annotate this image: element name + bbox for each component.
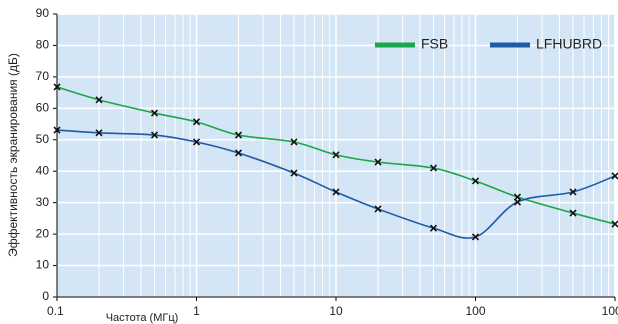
y-axis-label: Эффективность экранирования (дБ) [6, 53, 20, 257]
point-marker [429, 164, 438, 172]
y-tick-label: 50 [36, 132, 50, 146]
y-tick-label: 0 [42, 289, 49, 303]
y-tick-label: 70 [36, 69, 50, 83]
x-tick-label: 1000 [602, 304, 618, 318]
point-marker [192, 118, 201, 126]
point-marker [290, 138, 298, 146]
legend-label: LFHUBRD [536, 36, 602, 52]
x-axis-label: Частота (МГц) [106, 312, 179, 324]
point-marker [95, 129, 103, 137]
point-marker [569, 188, 577, 196]
y-tick-label: 80 [36, 38, 50, 52]
point-marker [150, 131, 159, 139]
point-marker [150, 109, 159, 117]
y-tick-label: 30 [36, 195, 50, 209]
point-marker [234, 131, 243, 139]
y-tick-label: 40 [36, 163, 50, 177]
point-marker [429, 224, 438, 232]
point-marker [53, 126, 61, 134]
point-marker [234, 149, 243, 157]
y-tick-label: 10 [36, 258, 50, 272]
point-marker [471, 177, 480, 185]
legend-label: FSB [421, 36, 448, 52]
point-marker [611, 172, 618, 180]
point-marker [95, 96, 103, 104]
point-marker [53, 83, 61, 91]
point-marker [374, 158, 382, 166]
y-tick-label: 20 [36, 226, 50, 240]
point-marker [290, 169, 298, 177]
point-marker [513, 198, 522, 206]
point-marker [569, 209, 577, 217]
point-marker [192, 138, 201, 146]
point-marker [374, 205, 382, 213]
point-marker [332, 151, 340, 159]
x-tick-label: 1 [193, 304, 200, 318]
y-tick-label: 60 [36, 101, 50, 115]
point-marker [611, 220, 618, 228]
x-tick-label: 10 [329, 304, 343, 318]
x-tick-label: 100 [465, 304, 485, 318]
point-marker [471, 233, 480, 241]
x-tick-label: 0.1 [47, 304, 64, 318]
y-tick-label: 90 [36, 6, 50, 20]
point-marker [332, 188, 340, 196]
